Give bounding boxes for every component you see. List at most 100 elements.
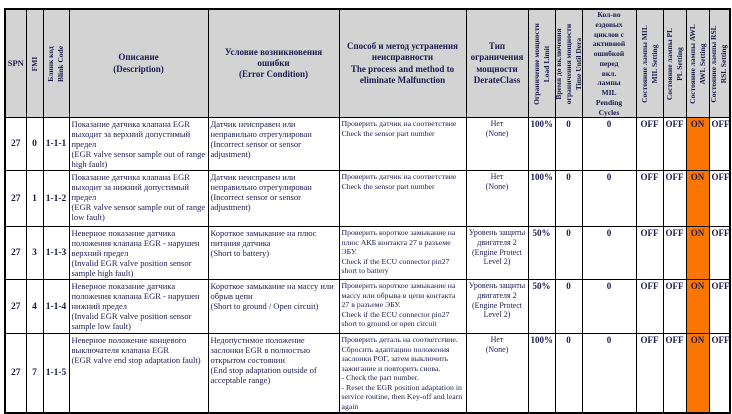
fault-code-sheet: SPN FMI Блинк код Blink Code Описание (D…	[4, 8, 731, 414]
col-header-load-limit: Ограничение мощности Load Limit	[527, 8, 556, 119]
cell-error-condition: Короткое замыкание на массу или обрыв це…	[207, 279, 340, 335]
cell-description: Показание датчика клапана EGR выходит за…	[68, 117, 209, 172]
cell-error-condition: Недопустимое положение заслонки EGR в по…	[207, 333, 340, 414]
cell-method: Проверить датчик на соответствие Check t…	[338, 117, 467, 172]
col-header-description: Описание (Description)	[68, 8, 209, 119]
table-row-spn27-fmi1: 27 1 1-1-2 Показание датчика клапана EGR…	[4, 170, 731, 228]
cell-fmi: 0	[25, 117, 44, 172]
cell-time-until-derate: 0	[554, 170, 583, 228]
cell-blink-code: 1-1-5	[42, 333, 70, 414]
cell-derate-class: Нет (None)	[465, 170, 529, 228]
cell-time-until-derate: 0	[554, 333, 583, 414]
table-row-spn27-fmi7: 27 7 1-1-5 Неверное положение концевого …	[4, 333, 731, 414]
cell-error-condition: Короткое замыкание на плюс питания датчи…	[207, 226, 340, 281]
mil-setting-header-label: Состояние лампы MIL MIL Setting	[639, 24, 659, 103]
blink-code-header-label: Блинк код Blink Code	[45, 45, 65, 82]
mil-pending-cycles-header-label: Кол-во ездовых циклов с активной ошибкой…	[592, 10, 626, 117]
cell-pl-setting: OFF	[662, 226, 687, 281]
cell-awl-setting: ON	[685, 117, 710, 172]
cell-derate-class: Нет (None)	[465, 117, 529, 172]
awl-setting-header-label: Состояние лампы AWL AWL Setting	[687, 23, 707, 104]
col-header-pl-setting: Состояние лампы PL PL Setting	[662, 8, 687, 119]
col-header-spn: SPN	[4, 8, 27, 119]
col-header-derate-class: Тип ограничения мощности DerateClass	[465, 8, 529, 119]
cell-method: Проверить короткое замыкание на массу ил…	[338, 279, 467, 335]
time-until-derate-header-label: Время до включения ограничения мощности …	[553, 23, 583, 104]
cell-load-limit: 100%	[527, 117, 556, 172]
cell-spn: 27	[4, 279, 27, 335]
cell-time-until-derate: 0	[554, 117, 583, 172]
cell-load-limit: 50%	[527, 279, 556, 335]
table-row-spn27-fmi4: 27 4 1-1-4 Неверное показание датчика по…	[4, 279, 731, 335]
derate-class-header-label: Тип ограничения мощности DerateClass	[470, 41, 524, 85]
table-header-row: SPN FMI Блинк код Blink Code Описание (D…	[4, 8, 731, 119]
cell-method: Проверить деталь на соответствие. Сброси…	[338, 333, 467, 414]
cell-description: Неверное показание датчика положения кла…	[68, 279, 209, 335]
cell-rsl-setting: OFF	[708, 170, 731, 228]
cell-description: Показание датчика клапана EGR выходит за…	[68, 170, 209, 228]
cell-description: Неверное показание датчика положения кла…	[68, 226, 209, 281]
cell-method: Проверить датчик на соответствие Check t…	[338, 170, 467, 228]
fmi-header-label: FMI	[29, 56, 39, 71]
table-row-spn27-fmi0: 27 0 1-1-1 Показание датчика клапана EGR…	[4, 117, 731, 172]
cell-blink-code: 1-1-2	[42, 170, 70, 228]
rsl-setting-header-label: Состояние лампы RSL RSL Setting	[709, 24, 729, 103]
fault-code-table: SPN FMI Блинк код Blink Code Описание (D…	[4, 8, 731, 414]
cell-mil-setting: OFF	[635, 333, 664, 414]
cell-description: Неверное положение концевого выключателя…	[68, 333, 209, 414]
cell-method: Проверить короткое замыкание на плюс АКБ…	[338, 226, 467, 281]
col-header-blink-code: Блинк код Blink Code	[42, 8, 70, 119]
cell-mil-pending-cycles: 0	[581, 170, 637, 228]
spn-header-label: SPN	[7, 58, 24, 69]
description-header-label: Описание (Description)	[113, 52, 164, 74]
col-header-mil-setting: Состояние лампы MIL MIL Setting	[635, 8, 664, 119]
col-header-awl-setting: Состояние лампы AWL AWL Setting	[685, 8, 710, 119]
cell-pl-setting: OFF	[662, 117, 687, 172]
pl-setting-header-label: Состояние лампы PL PL Setting	[664, 27, 684, 100]
cell-mil-pending-cycles: 0	[581, 333, 637, 414]
cell-mil-pending-cycles: 0	[581, 117, 637, 172]
cell-derate-class: Нет (None)	[465, 333, 529, 414]
cell-rsl-setting: OFF	[708, 279, 731, 335]
col-header-method: Способ и метод устранения неисправности …	[338, 8, 467, 119]
cell-spn: 27	[4, 170, 27, 228]
cell-blink-code: 1-1-3	[42, 226, 70, 281]
cell-spn: 27	[4, 333, 27, 414]
cell-time-until-derate: 0	[554, 226, 583, 281]
cell-mil-setting: OFF	[635, 170, 664, 228]
cell-rsl-setting: OFF	[708, 117, 731, 172]
col-header-fmi: FMI	[25, 8, 44, 119]
cell-mil-pending-cycles: 0	[581, 226, 637, 281]
cell-error-condition: Датчик неисправен или неправильно отрегу…	[207, 170, 340, 228]
cell-fmi: 4	[25, 279, 44, 335]
cell-load-limit: 50%	[527, 226, 556, 281]
cell-awl-setting: ON	[685, 279, 710, 335]
cell-pl-setting: OFF	[662, 279, 687, 335]
cell-fmi: 3	[25, 226, 44, 281]
cell-spn: 27	[4, 117, 27, 172]
cell-rsl-setting: OFF	[708, 333, 731, 414]
cell-pl-setting: OFF	[662, 170, 687, 228]
cell-awl-setting: ON	[685, 333, 710, 414]
error-condition-header-label: Условие возникновения ошибки (Error Cond…	[224, 46, 323, 80]
cell-awl-setting: ON	[685, 170, 710, 228]
cell-derate-class: Уровень защиты двигателя 2 (Engine Prote…	[465, 226, 529, 281]
method-header-label: Способ и метод устранения неисправности …	[346, 41, 458, 85]
cell-rsl-setting: OFF	[708, 226, 731, 281]
cell-fmi: 7	[25, 333, 44, 414]
cell-spn: 27	[4, 226, 27, 281]
cell-load-limit: 100%	[527, 333, 556, 414]
col-header-error-condition: Условие возникновения ошибки (Error Cond…	[207, 8, 340, 119]
cell-mil-setting: OFF	[635, 117, 664, 172]
cell-blink-code: 1-1-1	[42, 117, 70, 172]
cell-time-until-derate: 0	[554, 279, 583, 335]
cell-derate-class: Уровень защиты двигателя 2 (Engine Prote…	[465, 279, 529, 335]
col-header-rsl-setting: Состояние лампы RSL RSL Setting	[708, 8, 731, 119]
cell-pl-setting: OFF	[662, 333, 687, 414]
cell-awl-setting: ON	[685, 226, 710, 281]
cell-mil-setting: OFF	[635, 279, 664, 335]
col-header-mil-pending-cycles: Кол-во ездовых циклов с активной ошибкой…	[581, 8, 637, 119]
load-limit-header-label: Ограничение мощности Load Limit	[531, 22, 551, 105]
cell-load-limit: 100%	[527, 170, 556, 228]
